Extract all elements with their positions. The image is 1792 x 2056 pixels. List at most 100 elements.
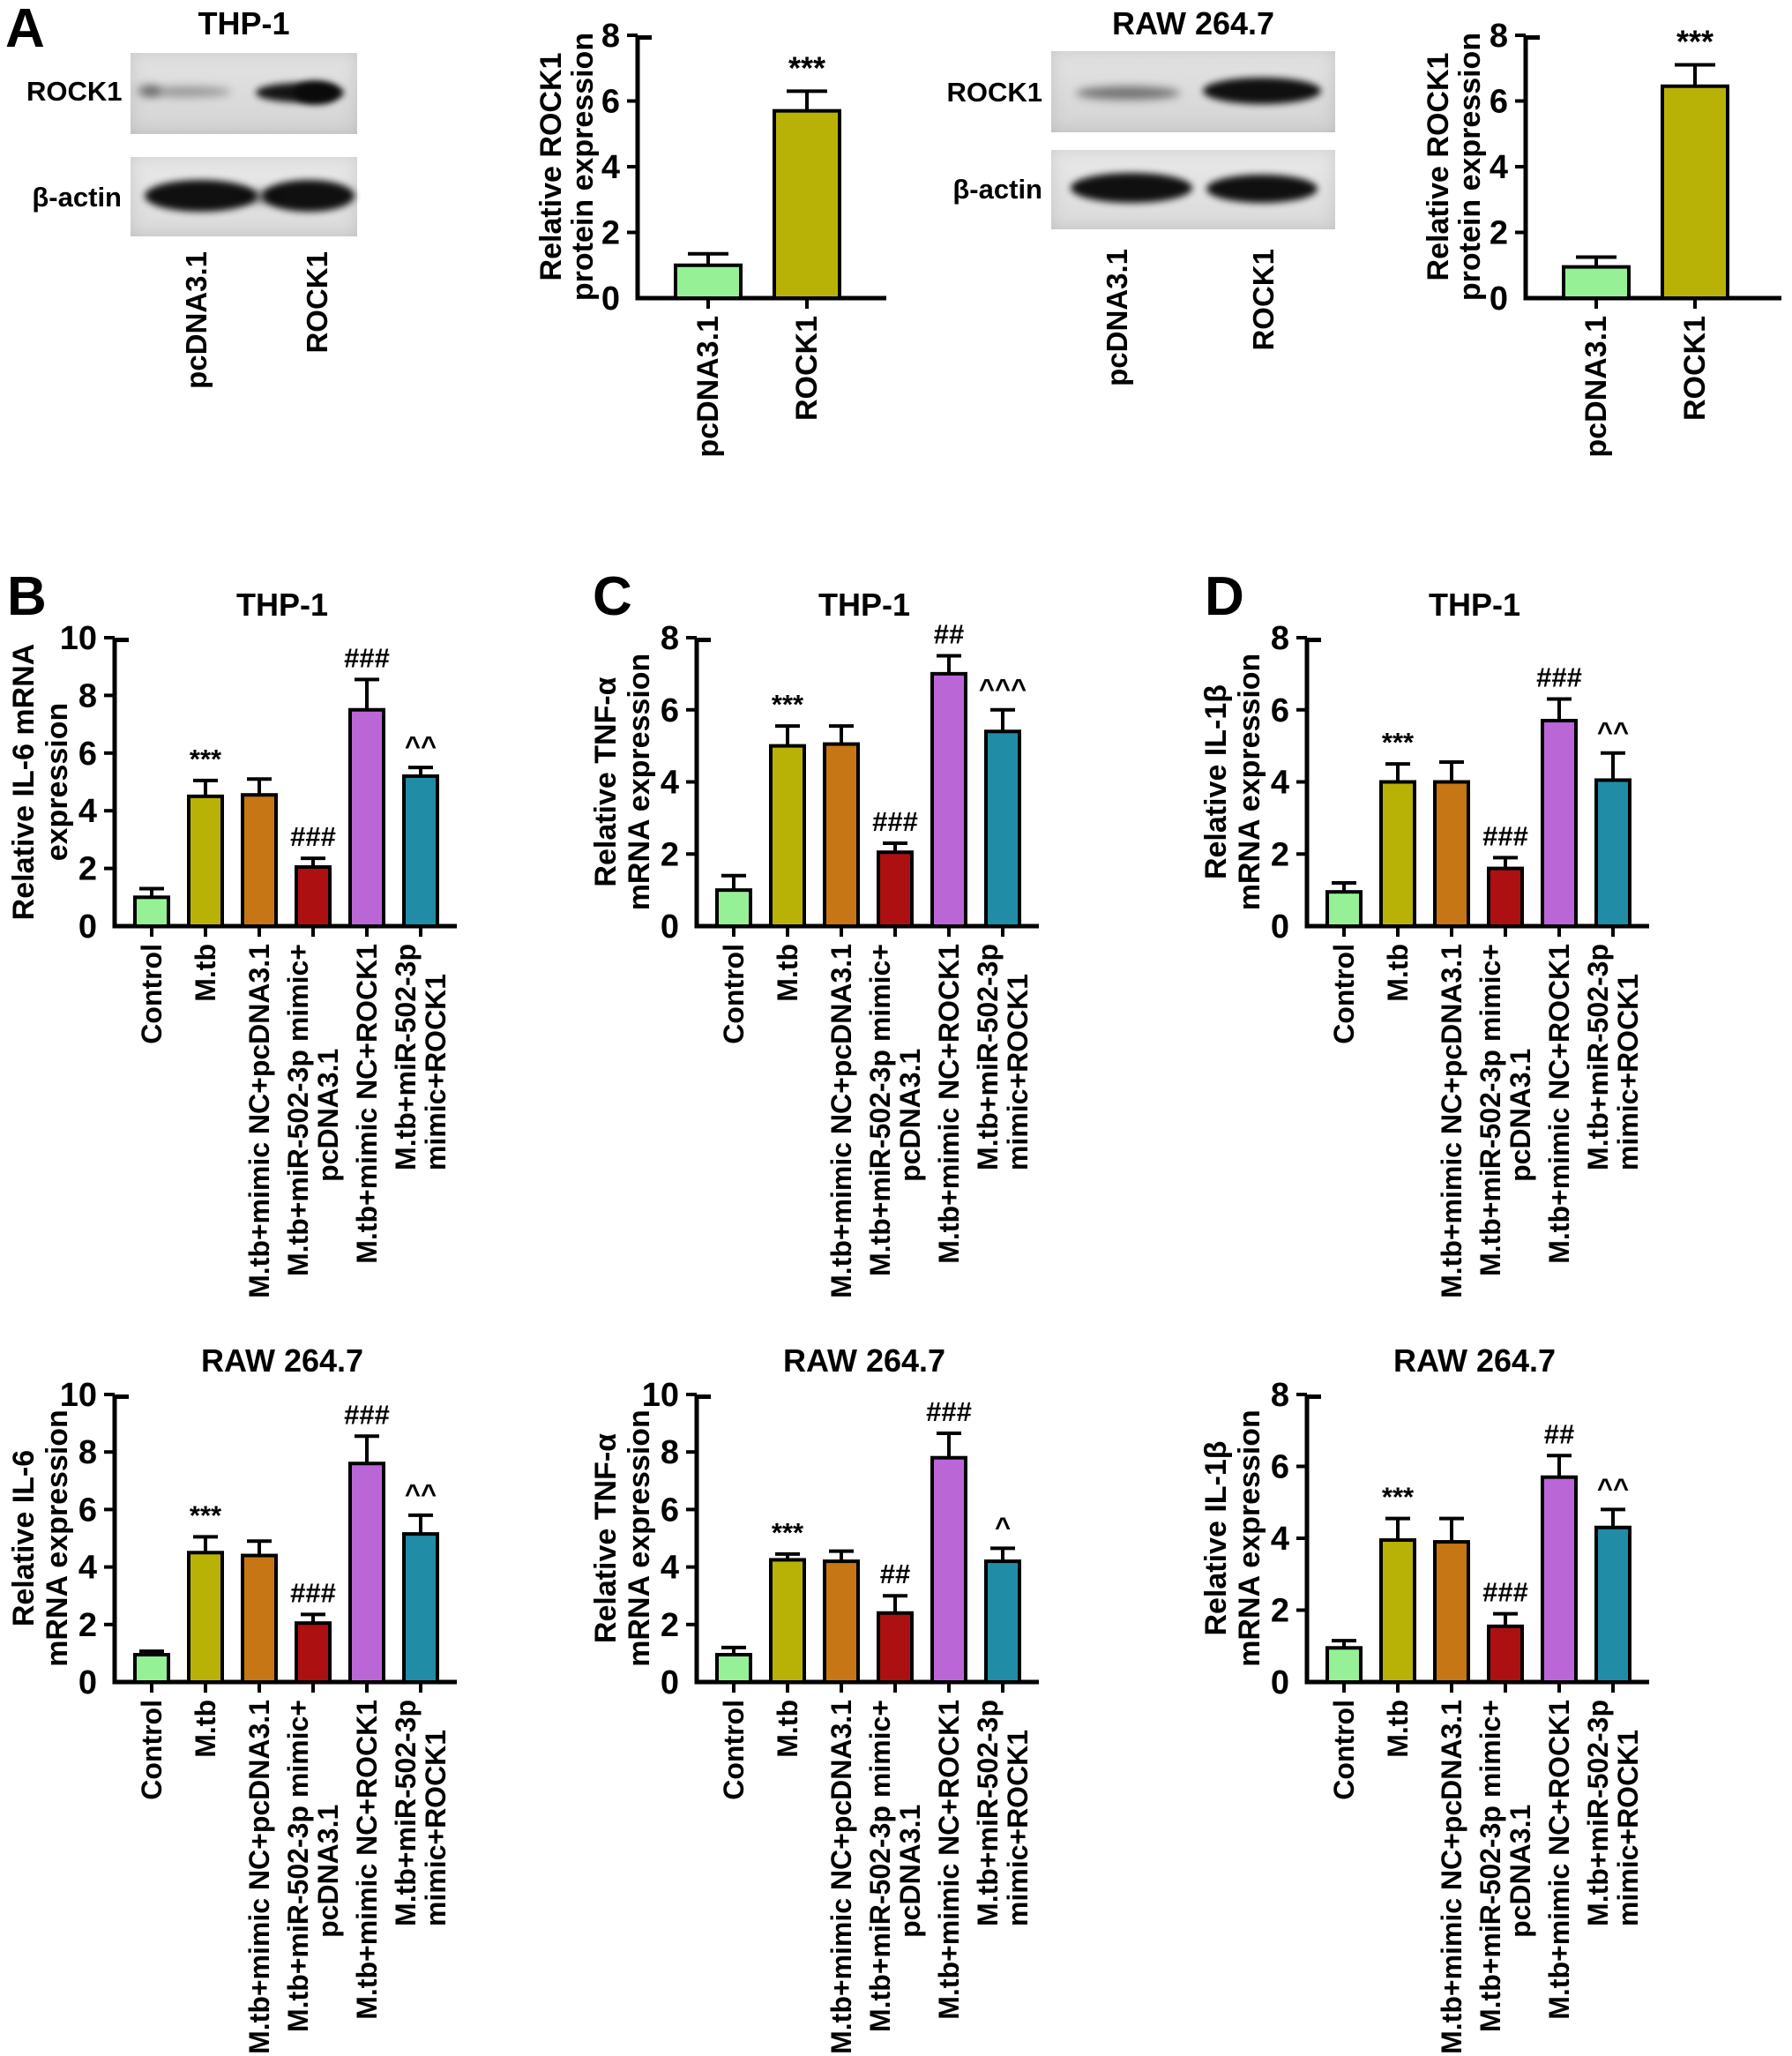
y-tick-label: 4	[1490, 149, 1508, 186]
bar-M.tb+mimic NC+pcDNA3.1	[1433, 1540, 1470, 1684]
x-axis-label: M.tb+miR-502-3p	[390, 1700, 422, 1926]
chart-rock1-protein-raw: 0 2 4 6 8 pcDNA3.1 *** ROCK1 Relative ROCK1 prote…	[1411, 0, 1792, 569]
chart-il1b-thp1: THP-1 0 2 4 6 8 Control *** M.tb M.tb+mimic NC+pc…	[1192, 564, 1792, 1363]
bar-M.tb+mimic NC+pcDNA3.1	[823, 1559, 860, 1684]
significance-annotation: ###	[926, 1396, 972, 1427]
x-axis-label: M.tb+miR-502-3p mimic+	[1475, 1700, 1506, 2032]
x-axis-label: ROCK1	[1678, 316, 1712, 421]
y-tick-label: 6	[1490, 84, 1508, 121]
bar-M.tb	[1379, 780, 1416, 928]
y-tick-label: 10	[642, 1377, 679, 1414]
blot-row-label-bactin-raw: β-actin	[952, 174, 1042, 205]
x-axis-label: mimic+ROCK1	[420, 974, 452, 1170]
x-axis-label: M.tb	[190, 1700, 221, 1758]
bar-M.tb	[1379, 1538, 1416, 1684]
x-axis-label: M.tb	[1382, 1700, 1414, 1758]
bar-M.tb+miR-502-3p	[1594, 778, 1631, 928]
x-axis-label: mimic+ROCK1	[1002, 974, 1034, 1170]
significance-annotation: ###	[872, 806, 918, 837]
significance-annotation: ##	[1544, 1418, 1574, 1449]
bar-M.tb	[187, 794, 224, 928]
y-tick-label: 6	[1271, 1449, 1289, 1486]
bar-M.tb+miR-502-3p	[984, 1559, 1021, 1684]
significance-annotation: ***	[190, 744, 222, 774]
blot-row-label-rock1: ROCK1	[26, 76, 123, 107]
y-tick-label: 4	[78, 793, 97, 830]
significance-annotation: ***	[772, 689, 804, 720]
significance-annotation: ###	[1482, 1577, 1528, 1608]
y-tick-label: 6	[661, 1492, 679, 1529]
y-tick-label: 0	[661, 1664, 679, 1701]
bar-M.tb+mimic NC+pcDNA3.1	[241, 793, 278, 928]
bar-M.tb+mimic NC+pcDNA3.1	[241, 1553, 278, 1684]
significance-annotation: ###	[290, 1577, 336, 1608]
x-axis-label: M.tb+mimic NC+ROCK1	[933, 944, 965, 1264]
bar-Control	[133, 1653, 170, 1684]
x-axis-label: Control	[1328, 944, 1360, 1044]
y-tick-label: 10	[60, 620, 97, 657]
y-axis-label: mRNA expression	[1233, 1409, 1266, 1667]
chart-tnfa-thp1: THP-1 0 2 4 6 8 Control *** M.tb M.tb+mimic NC+pc…	[582, 564, 1182, 1363]
y-tick-label: 2	[1271, 1593, 1289, 1630]
bar-chart-svg: RAW 264.7 0 2 4 6 8 10 Control *** M.tb M.tb+mimic…	[7, 1342, 457, 2054]
western-blot-band	[1203, 78, 1321, 104]
chart-il6-thp1: THP-1 0 2 4 6 8 10 Control *** M.tb M.tb+mimic NC+…	[0, 564, 600, 1363]
y-tick-label: 4	[78, 1550, 97, 1587]
bar-pcDNA3.1	[1562, 265, 1631, 300]
x-axis-label: pcDNA3.1	[312, 1049, 344, 1182]
y-tick-label: 2	[601, 215, 620, 252]
significance-annotation: ^^	[1597, 1472, 1629, 1503]
bar-M.tb+miR-502-3p mimic+	[877, 1611, 914, 1685]
bar-M.tb+miR-502-3p mimic+	[295, 1621, 332, 1685]
x-axis-label: M.tb+miR-502-3p	[972, 1700, 1004, 1926]
bar-M.tb	[187, 1551, 224, 1684]
panel-a-label: A	[5, 0, 45, 59]
chart-title: RAW 264.7	[1393, 1345, 1556, 1379]
y-tick-label: 2	[1490, 215, 1508, 252]
y-tick-label: 8	[1271, 620, 1289, 657]
y-axis-label: Relative IL-1β	[1199, 684, 1233, 879]
significance-annotation: ^^	[1597, 716, 1629, 747]
bar-M.tb+mimic NC+ROCK1	[1541, 719, 1578, 928]
x-axis-label: Control	[1328, 1700, 1360, 1800]
blot-title-thp1: THP-1	[198, 5, 290, 41]
bar-ROCK1	[1661, 84, 1729, 300]
x-axis-label: M.tb+miR-502-3p	[390, 944, 422, 1170]
bar-M.tb+mimic NC+ROCK1	[348, 1462, 385, 1684]
bar-M.tb+miR-502-3p	[402, 774, 439, 928]
bar-pcDNA3.1	[674, 263, 743, 300]
x-axis-label: M.tb+miR-502-3p mimic+	[864, 1700, 896, 2032]
y-axis-label: protein expression	[1453, 33, 1487, 301]
bar-chart-svg: RAW 264.7 0 2 4 6 8 Control *** M.tb M.tb+mimic N…	[1199, 1342, 1649, 2054]
x-axis-label: Control	[136, 944, 168, 1044]
blot-row-label-rock1-raw: ROCK1	[946, 77, 1042, 108]
western-blot-band	[143, 86, 231, 97]
significance-annotation: ##	[934, 618, 964, 649]
significance-annotation: ###	[1482, 820, 1528, 851]
bar-M.tb+miR-502-3p mimic+	[1487, 866, 1524, 929]
y-tick-label: 8	[661, 1434, 679, 1471]
y-tick-label: 2	[1271, 836, 1289, 873]
y-tick-label: 6	[1271, 692, 1289, 729]
bar-M.tb+mimic NC+pcDNA3.1	[1433, 780, 1470, 928]
significance-annotation: ^^	[405, 1478, 437, 1509]
chart-title: THP-1	[818, 587, 910, 623]
y-axis-label: Relative TNF-α	[589, 677, 623, 886]
chart-tnfa-raw: RAW 264.7 0 2 4 6 8 10 Control *** M.tb M.tb+mimic…	[582, 1342, 1182, 2056]
y-tick-label: 8	[1490, 18, 1508, 55]
western-blot-bactin-raw	[1051, 150, 1335, 229]
x-axis-label: pcDNA3.1	[1505, 1049, 1536, 1182]
x-axis-label: Control	[136, 1700, 168, 1800]
y-axis-label: mRNA expression	[41, 1409, 74, 1667]
y-axis-label: mRNA expression	[623, 654, 656, 911]
y-axis-label: Relative IL-6	[7, 1450, 41, 1626]
chart-title: RAW 264.7	[783, 1345, 945, 1379]
x-axis-label: M.tb+miR-502-3p mimic+	[1475, 944, 1506, 1276]
bar-chart-svg: THP-1 0 2 4 6 8 Control *** M.tb M.tb+mimic NC+pc…	[589, 587, 1039, 1298]
chart-title: THP-1	[236, 587, 328, 623]
western-blot-band	[294, 81, 340, 104]
y-tick-label: 2	[661, 836, 679, 873]
western-blot-band	[263, 180, 355, 212]
x-axis-label: M.tb+mimic NC+pcDNA3.1	[243, 1700, 275, 2054]
